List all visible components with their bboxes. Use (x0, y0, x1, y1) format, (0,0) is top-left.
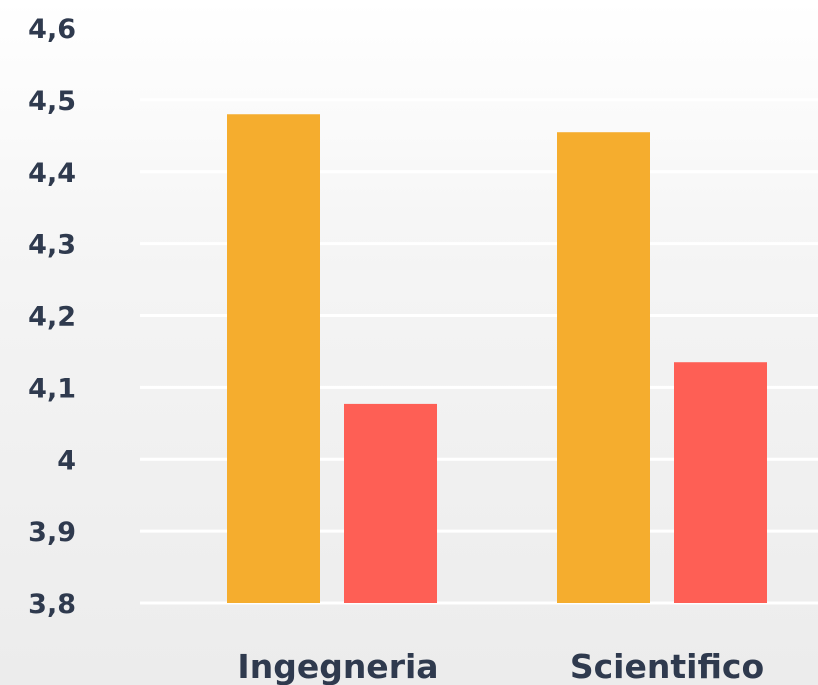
bar (557, 132, 650, 603)
x-tick-label: Ingegneria (237, 647, 438, 685)
x-axis-tick-labels: Ingegneria Scientifico (237, 647, 764, 685)
bar (227, 114, 320, 603)
y-tick-label: 4,2 (28, 302, 76, 333)
bar (344, 403, 437, 603)
y-tick-label: 4,1 (28, 373, 76, 404)
bars (227, 114, 767, 603)
x-tick-label: Scientifico (570, 647, 764, 685)
y-tick-label: 4,5 (28, 86, 76, 117)
bar (674, 362, 767, 603)
y-axis-tick-labels: 3,8 3,9 4 4,1 4,2 4,3 4,4 4,5 4,6 (28, 14, 76, 620)
y-tick-label: 3,9 (28, 517, 76, 548)
y-tick-label: 4,6 (28, 14, 76, 45)
y-tick-label: 4,3 (28, 230, 76, 261)
y-tick-label: 4 (57, 445, 76, 476)
y-tick-label: 4,4 (28, 158, 76, 189)
y-tick-label: 3,8 (28, 589, 76, 620)
